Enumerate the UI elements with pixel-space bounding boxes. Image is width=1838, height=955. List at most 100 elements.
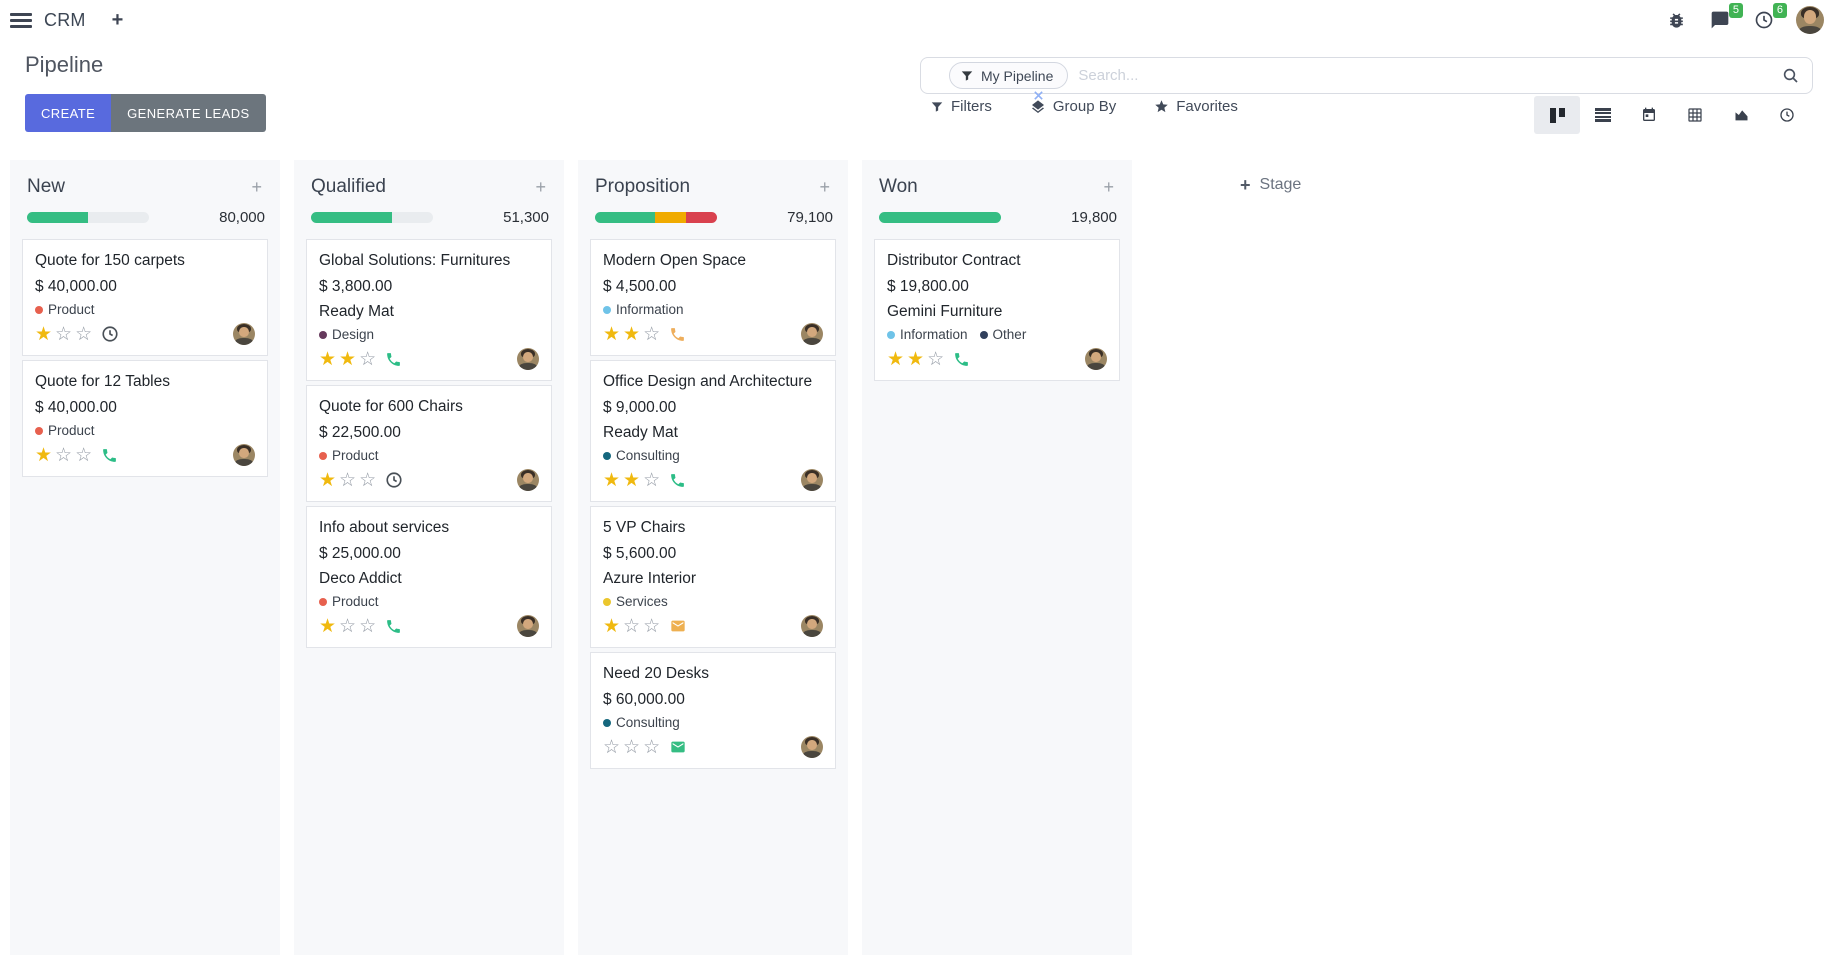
filters-menu[interactable]: Filters <box>930 98 992 115</box>
kanban-column-won: Won +19,800 Distributor Contract $ 19,800.0… <box>862 160 1132 955</box>
progress-segment[interactable] <box>686 212 717 223</box>
star-icon[interactable]: ☆ <box>603 736 621 758</box>
star-icon[interactable]: ★ <box>623 323 641 345</box>
progress-segment[interactable] <box>595 212 655 223</box>
create-button[interactable]: CREATE <box>25 94 112 132</box>
view-kanban-button[interactable] <box>1534 96 1580 134</box>
tag-dot <box>35 426 43 435</box>
app-name[interactable]: CRM <box>44 9 86 30</box>
search-input[interactable] <box>1078 67 1782 84</box>
clock-icon[interactable] <box>385 471 403 489</box>
add-record-icon[interactable]: + <box>251 177 262 197</box>
kanban-card[interactable]: Info about services $ 25,000.00 Deco Addic… <box>306 506 552 648</box>
facet-remove-icon[interactable] <box>1033 90 1044 101</box>
tag-services: Services <box>603 594 668 609</box>
activities-icon[interactable]: 6 <box>1752 3 1787 32</box>
star-icon[interactable]: ★ <box>319 348 337 370</box>
phone-icon[interactable] <box>669 326 686 343</box>
card-tags: Design <box>319 327 539 342</box>
star-icon[interactable]: ☆ <box>643 469 661 491</box>
group-by-menu[interactable]: Group By <box>1030 98 1116 115</box>
view-graph-button[interactable] <box>1718 96 1764 134</box>
kanban-card[interactable]: 5 VP Chairs $ 5,600.00 Azure Interior Servi… <box>590 506 836 648</box>
apps-menu-icon[interactable] <box>10 12 32 28</box>
user-avatar[interactable] <box>1796 6 1824 34</box>
phone-icon[interactable] <box>101 447 118 464</box>
generate-leads-button[interactable]: GENERATE LEADS <box>111 94 266 132</box>
star-icon[interactable]: ★ <box>623 469 641 491</box>
star-icon[interactable]: ☆ <box>623 736 641 758</box>
envelope-icon[interactable] <box>669 618 687 634</box>
star-icon[interactable]: ★ <box>319 615 337 637</box>
messages-icon[interactable]: 5 <box>1708 3 1743 32</box>
kanban-card[interactable]: Distributor Contract $ 19,800.00 Gemini Fu… <box>874 239 1120 381</box>
star-icon[interactable]: ★ <box>603 615 621 637</box>
add-record-icon[interactable]: + <box>1103 177 1114 197</box>
search-bar[interactable]: My Pipeline <box>920 57 1813 100</box>
phone-icon[interactable] <box>385 351 402 368</box>
search-icon[interactable] <box>1782 67 1800 85</box>
view-calendar-button[interactable] <box>1626 96 1672 134</box>
favorites-label: Favorites <box>1176 98 1238 115</box>
star-icon[interactable]: ☆ <box>359 348 377 370</box>
progress-segment[interactable] <box>311 212 392 223</box>
star-icon[interactable]: ☆ <box>643 323 661 345</box>
debug-bug-icon[interactable] <box>1664 8 1688 32</box>
column-progressbar[interactable] <box>27 212 149 223</box>
priority-stars: ★ ☆ ☆ <box>35 446 92 465</box>
kanban-card[interactable]: Quote for 12 Tables $ 40,000.00 Product ★ ☆ ☆ <box>22 360 268 477</box>
star-icon[interactable]: ★ <box>319 469 337 491</box>
star-icon[interactable]: ☆ <box>339 469 357 491</box>
star-icon[interactable]: ☆ <box>643 736 661 758</box>
add-record-icon[interactable]: + <box>819 177 830 197</box>
star-icon[interactable]: ★ <box>907 348 925 370</box>
add-record-icon[interactable]: + <box>535 177 546 197</box>
view-list-button[interactable] <box>1580 96 1626 134</box>
kanban-card[interactable]: Need 20 Desks $ 60,000.00 Consulting ☆ ☆ ☆ <box>590 652 836 769</box>
star-icon[interactable]: ★ <box>35 323 53 345</box>
star-icon[interactable]: ☆ <box>927 348 945 370</box>
add-stage-button[interactable]: + Stage <box>1240 176 1301 194</box>
favorites-menu[interactable]: Favorites <box>1154 98 1238 115</box>
progress-segment[interactable] <box>879 212 1001 223</box>
column-progressbar[interactable] <box>879 212 1001 223</box>
phone-icon[interactable] <box>385 618 402 635</box>
column-progress-row: 79,100 <box>590 209 836 226</box>
star-icon[interactable]: ☆ <box>359 615 377 637</box>
kanban-card[interactable]: Quote for 150 carpets $ 40,000.00 Product ★… <box>22 239 268 356</box>
star-icon[interactable]: ★ <box>339 348 357 370</box>
phone-icon[interactable] <box>953 351 970 368</box>
view-pivot-button[interactable] <box>1672 96 1718 134</box>
star-icon[interactable]: ☆ <box>55 444 73 466</box>
kanban-card[interactable]: Office Design and Architecture $ 9,000.00… <box>590 360 836 502</box>
star-icon[interactable]: ☆ <box>55 323 73 345</box>
column-cards: Quote for 150 carpets $ 40,000.00 Product ★… <box>22 239 268 477</box>
filter-funnel-icon <box>961 70 973 81</box>
star-icon[interactable]: ★ <box>603 323 621 345</box>
card-bottom-row: ★ ☆ ☆ <box>319 612 539 640</box>
star-icon[interactable]: ★ <box>603 469 621 491</box>
star-icon[interactable]: ★ <box>887 348 905 370</box>
star-icon[interactable]: ☆ <box>75 444 93 466</box>
star-icon[interactable]: ★ <box>35 444 53 466</box>
kanban-card[interactable]: Global Solutions: Furnitures $ 3,800.00 Re… <box>306 239 552 381</box>
star-icon[interactable]: ☆ <box>623 615 641 637</box>
add-tab-icon[interactable]: + <box>111 9 124 31</box>
phone-icon[interactable] <box>669 472 686 489</box>
kanban-card[interactable]: Modern Open Space $ 4,500.00 Information ★ ★… <box>590 239 836 356</box>
view-activity-button[interactable] <box>1764 96 1810 134</box>
star-icon[interactable]: ☆ <box>75 323 93 345</box>
search-facet-my-pipeline[interactable]: My Pipeline <box>949 62 1069 89</box>
clock-icon[interactable] <box>101 325 119 343</box>
progress-segment[interactable] <box>654 212 687 223</box>
star-icon[interactable]: ☆ <box>339 615 357 637</box>
envelope-icon[interactable] <box>669 739 687 755</box>
progress-segment[interactable] <box>27 212 88 223</box>
star-icon[interactable]: ☆ <box>643 615 661 637</box>
list-view-icon <box>1595 108 1611 122</box>
tag-product: Product <box>319 594 379 609</box>
kanban-card[interactable]: Quote for 600 Chairs $ 22,500.00 Product ★ ☆… <box>306 385 552 502</box>
star-icon[interactable]: ☆ <box>359 469 377 491</box>
column-progressbar[interactable] <box>595 212 717 223</box>
column-progressbar[interactable] <box>311 212 433 223</box>
